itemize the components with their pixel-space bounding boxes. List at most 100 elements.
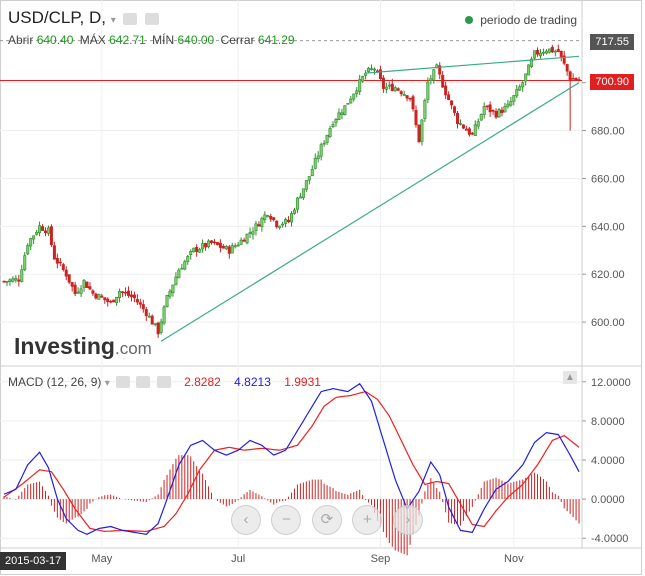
candle-body xyxy=(352,93,356,100)
candle-body xyxy=(112,299,116,303)
candle-body xyxy=(373,68,377,71)
candle-body xyxy=(52,245,56,260)
candle-body xyxy=(349,98,353,104)
candle-body xyxy=(204,243,208,248)
candle-body xyxy=(2,280,6,283)
candle-body xyxy=(144,309,148,317)
candle-body xyxy=(263,214,267,220)
candle-body xyxy=(500,109,504,114)
trading-period-legend[interactable]: periodo de trading xyxy=(464,13,577,27)
reset-icon[interactable]: ⟳ xyxy=(311,505,342,535)
candle-body xyxy=(378,69,382,80)
chevron-down-icon[interactable]: ▾ xyxy=(110,15,116,26)
candle-body xyxy=(126,290,130,296)
candle-body xyxy=(88,286,92,290)
candle-body xyxy=(574,78,578,81)
logo-brand: Investing xyxy=(14,333,115,359)
chevron-left-icon[interactable]: ‹ xyxy=(231,505,261,535)
candle-body xyxy=(100,295,104,298)
candle-body xyxy=(473,124,477,137)
macd-tick-label: 4.0000 xyxy=(591,455,625,467)
candle-body xyxy=(230,245,234,254)
gear-icon[interactable] xyxy=(145,13,160,25)
candle-body xyxy=(38,225,42,234)
macd-line xyxy=(3,382,580,535)
collapse-arrow-icon[interactable]: ▲ xyxy=(563,371,577,384)
candle-body xyxy=(76,291,80,294)
candle-body xyxy=(331,124,335,128)
candle-body xyxy=(177,269,181,279)
candle-body xyxy=(464,128,468,131)
candle-body xyxy=(147,315,151,318)
candle-body xyxy=(402,94,406,96)
candle-body xyxy=(49,226,53,246)
candle-body xyxy=(381,77,385,89)
open-value: 640.40 xyxy=(36,33,74,47)
candle-body xyxy=(491,109,495,112)
candle-body xyxy=(109,300,113,303)
candle-body xyxy=(138,302,142,305)
candle-body xyxy=(8,279,12,282)
candle-body xyxy=(195,246,199,252)
x-tick-label: Jul xyxy=(231,553,245,565)
candle-body xyxy=(488,104,492,113)
candle-body xyxy=(370,68,374,70)
cursor-date-tag: 2015-03-17 xyxy=(0,552,67,570)
candle-body xyxy=(269,216,273,220)
symbol-label: USD/CLP, D, xyxy=(8,8,106,27)
candle-body xyxy=(470,132,474,135)
eye-icon[interactable] xyxy=(123,13,138,25)
upper-trend-line xyxy=(365,55,580,74)
candle-body xyxy=(568,71,572,81)
candle-body xyxy=(153,323,157,325)
candle-body xyxy=(103,297,107,301)
candle-body xyxy=(387,84,391,87)
candle-body xyxy=(124,291,128,294)
candle-body xyxy=(340,112,344,115)
candle-body xyxy=(192,247,196,252)
candle-body xyxy=(301,188,305,198)
candle-body xyxy=(198,249,202,253)
candle-body xyxy=(70,282,74,287)
candle-body xyxy=(248,232,252,234)
candle-body xyxy=(287,219,291,223)
high-value: 642.71 xyxy=(109,33,146,47)
gear-icon[interactable] xyxy=(136,376,151,388)
chart-nav-controls: ‹ − ⟳ + › xyxy=(231,505,429,535)
zoom-out-icon[interactable]: − xyxy=(271,505,302,535)
candle-body xyxy=(272,217,276,221)
candle-body xyxy=(121,291,125,293)
price-tick-label: 660.00 xyxy=(591,173,625,185)
candle-body xyxy=(524,73,528,82)
zoom-in-icon[interactable]: + xyxy=(352,505,383,535)
candle-body xyxy=(479,114,483,121)
candle-body xyxy=(227,246,231,254)
candle-body xyxy=(307,176,311,181)
candle-body xyxy=(310,169,314,177)
candle-body xyxy=(565,64,569,72)
close-label: Cerrar xyxy=(220,33,255,47)
candle-body xyxy=(346,103,350,105)
candle-body xyxy=(541,51,545,54)
candle-body xyxy=(224,245,228,250)
candle-body xyxy=(322,142,326,145)
eye-icon[interactable] xyxy=(116,376,131,388)
chevron-right-icon[interactable]: › xyxy=(392,505,423,535)
candle-body xyxy=(497,109,501,118)
candle-body xyxy=(358,79,362,92)
candle-body xyxy=(494,110,498,118)
legend-text: periodo de trading xyxy=(480,13,577,27)
chevron-down-icon[interactable]: ▾ xyxy=(104,378,110,389)
candle-body xyxy=(414,109,418,126)
candle-body xyxy=(539,52,543,57)
close-icon[interactable] xyxy=(156,376,171,388)
macd-label: MACD (12, 26, 9) xyxy=(8,375,102,389)
candle-body xyxy=(215,242,219,245)
candle-body xyxy=(186,255,190,262)
candle-body xyxy=(367,67,371,72)
candle-body xyxy=(32,235,36,240)
candle-body xyxy=(461,124,465,129)
candle-body xyxy=(118,291,122,298)
candle-body xyxy=(183,261,187,270)
